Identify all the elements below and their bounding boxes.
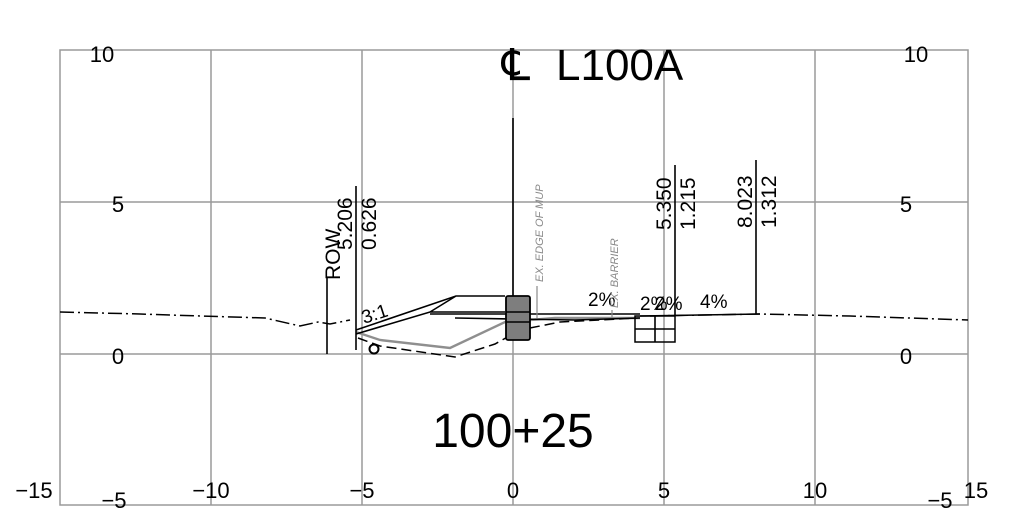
centerline-title: ℄ L100A bbox=[501, 41, 684, 90]
barrier-note: EX. BARRIER bbox=[609, 238, 621, 308]
x-tick-5: 5 bbox=[658, 478, 670, 503]
proposed-subgrade-line bbox=[355, 316, 640, 350]
grid bbox=[59, 49, 969, 506]
slope-label-b: 2% bbox=[640, 294, 668, 315]
offset-mid-label: 5.350 bbox=[653, 177, 676, 230]
proposed-side-slope bbox=[355, 295, 505, 335]
slope-label-a: 2% bbox=[588, 290, 616, 311]
centerline-name: L100A bbox=[556, 41, 684, 90]
row-label: ROW bbox=[322, 229, 345, 281]
x-tick-10: 10 bbox=[803, 478, 827, 503]
station-label: 100+25 bbox=[432, 405, 594, 458]
elevation-right-label: 1.312 bbox=[758, 175, 781, 228]
x-tick-minus10: −10 bbox=[192, 478, 229, 503]
y-tick-left-0: 0 bbox=[112, 344, 124, 369]
y-tick-right-0: 0 bbox=[900, 344, 912, 369]
existing-subgrade-line bbox=[357, 317, 641, 358]
centerline-symbol: ℄ bbox=[501, 41, 531, 90]
offset-right-label: 8.023 bbox=[734, 175, 757, 228]
y-tick-right-5: 5 bbox=[900, 192, 912, 217]
y-tick-right-10: 10 bbox=[904, 42, 928, 67]
slope-label-d: 4% bbox=[700, 292, 728, 313]
x-tick-minus15: −15 bbox=[15, 478, 52, 503]
y-axis-left-labels: 10 5 0 −5 bbox=[90, 42, 127, 508]
elevation-mid-label: 1.215 bbox=[677, 177, 700, 230]
edge-of-mup-note: EX. EDGE OF MUP bbox=[534, 184, 546, 282]
offset-left-label: 5.206 bbox=[334, 197, 357, 250]
x-tick-minus5: −5 bbox=[349, 478, 374, 503]
y-tick-left-5: 5 bbox=[112, 192, 124, 217]
y-tick-left-10: 10 bbox=[90, 42, 114, 67]
x-tick-0: 0 bbox=[507, 478, 519, 503]
y-tick-left-minus5: −5 bbox=[101, 488, 126, 508]
y-tick-right-minus5: −5 bbox=[927, 488, 952, 508]
existing-pole-symbol bbox=[368, 343, 380, 355]
existing-barrier-block bbox=[505, 295, 531, 341]
grid-frame bbox=[59, 49, 969, 506]
elevation-left-label: 0.626 bbox=[358, 197, 381, 250]
x-tick-15: 15 bbox=[964, 478, 988, 503]
x-axis-labels: −15 −10 −5 0 5 10 15 bbox=[15, 478, 988, 503]
y-axis-right-labels: 10 5 0 −5 bbox=[900, 42, 953, 508]
slope-label-c: 2% bbox=[655, 294, 683, 315]
